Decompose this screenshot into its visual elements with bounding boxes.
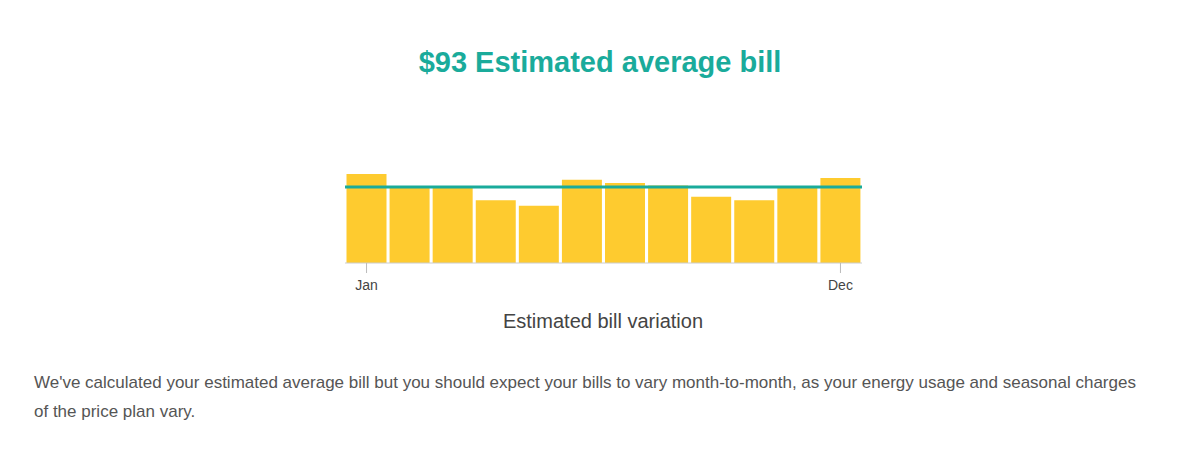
html-text:Estimated bill variation: Estimated bill variation — [503, 310, 703, 332]
svg-text:Dec: Dec — [828, 277, 853, 293]
html-text:$93 Estimated average bill: $93 Estimated average bill — [418, 46, 782, 78]
html-text:We've calculated your estimate: We've calculated your estimated average … — [34, 373, 1136, 421]
svg-text:Jan: Jan — [355, 277, 378, 293]
